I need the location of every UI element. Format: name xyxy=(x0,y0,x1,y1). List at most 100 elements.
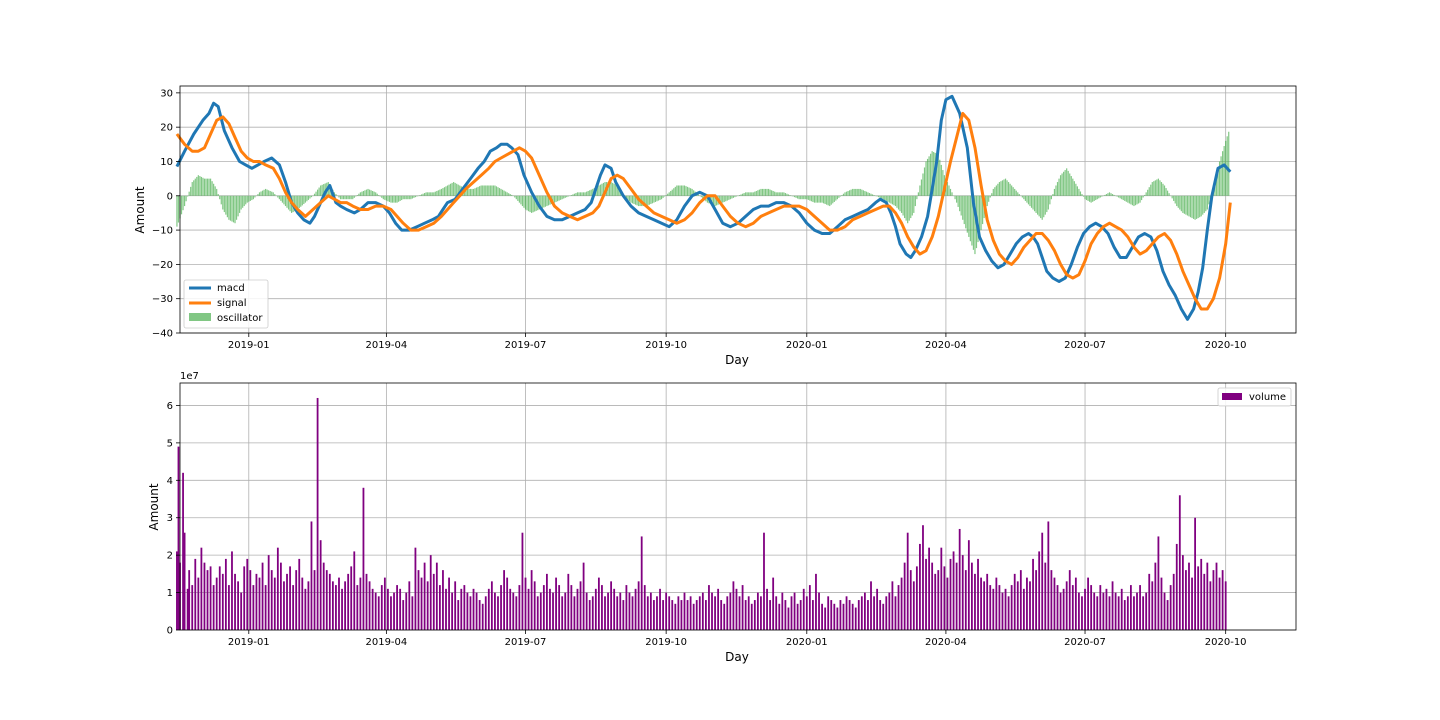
volume-bar xyxy=(1221,570,1224,630)
oscillator-bar xyxy=(1148,187,1150,196)
oscillator-bar xyxy=(612,182,614,196)
volume-bar xyxy=(331,581,334,630)
oscillator-bar xyxy=(407,195,409,200)
oscillator-bar xyxy=(706,195,709,203)
legend-signal-label: signal xyxy=(217,298,247,309)
volume-bar xyxy=(1068,570,1071,630)
oscillator-bar xyxy=(1218,161,1221,196)
oscillator-bar xyxy=(1168,193,1170,196)
volume-bar xyxy=(925,558,927,630)
oscillator-bar xyxy=(685,186,687,196)
volume-bar xyxy=(689,596,692,630)
oscillator-bar xyxy=(833,195,835,202)
oscillator-bar xyxy=(1096,195,1098,200)
volume-bar xyxy=(194,558,197,630)
oscillator-bar xyxy=(297,195,299,210)
volume-bar xyxy=(423,562,426,630)
volume-bar xyxy=(475,592,478,630)
volume-bar xyxy=(307,581,310,630)
oscillator-bar xyxy=(1144,194,1146,196)
volume-bar xyxy=(536,596,539,630)
oscillator-bar xyxy=(398,195,400,202)
volume-bar xyxy=(943,566,946,630)
oscillator-bar xyxy=(216,188,218,196)
volume-bar xyxy=(206,570,209,630)
oscillator-bar xyxy=(783,192,785,196)
volume-grid xyxy=(180,383,1296,631)
volume-bar xyxy=(784,600,787,630)
volume-bar xyxy=(411,596,414,630)
oscillator-bar xyxy=(1033,195,1036,212)
volume-bar xyxy=(726,596,729,630)
oscillator-bar xyxy=(249,195,251,201)
volume-bar xyxy=(998,585,1001,630)
oscillator-bar xyxy=(323,184,325,196)
oscillator-bar xyxy=(1105,194,1108,196)
oscillator-bar xyxy=(911,195,913,216)
oscillator-bar xyxy=(492,185,494,196)
volume-bar xyxy=(747,596,750,630)
oscillator-bar xyxy=(634,195,637,205)
volume-bar xyxy=(359,577,362,630)
volume-bar xyxy=(261,562,264,630)
oscillator-bar xyxy=(904,195,906,219)
oscillator-bar xyxy=(237,195,239,217)
volume-bar xyxy=(815,573,817,630)
volume-bar xyxy=(518,585,521,630)
oscillator-bar xyxy=(1037,195,1039,215)
oscillator-bar xyxy=(870,193,872,196)
oscillator-bar xyxy=(795,195,797,198)
oscillator-bar xyxy=(329,184,331,196)
oscillator-bar xyxy=(217,194,219,196)
volume-bar xyxy=(1136,592,1138,630)
volume-bar xyxy=(417,570,420,630)
oscillator-bar xyxy=(897,195,900,210)
volume-bar xyxy=(1139,585,1141,630)
oscillator-bar xyxy=(570,195,572,196)
oscillator-bar xyxy=(517,195,519,201)
volume-bar xyxy=(286,573,288,630)
volume-bar xyxy=(1010,585,1013,630)
volume-bar xyxy=(555,577,557,630)
oscillator-bar xyxy=(849,190,851,196)
oscillator-bar xyxy=(427,192,429,196)
oscillator-bar xyxy=(1197,195,1199,219)
volume-bar xyxy=(753,600,756,630)
oscillator-bar xyxy=(832,195,834,204)
oscillator-bar xyxy=(1113,194,1115,196)
volume-bar xyxy=(567,573,570,630)
oscillator-bar xyxy=(540,195,542,209)
oscillator-bar xyxy=(200,176,203,196)
oscillator-bar xyxy=(1223,146,1225,196)
oscillator-bar xyxy=(741,193,744,196)
oscillator-bar xyxy=(861,189,863,196)
oscillator-bar xyxy=(1064,170,1066,196)
volume-bar xyxy=(928,547,930,630)
oscillator-bar xyxy=(286,195,288,208)
volume-bar xyxy=(454,581,457,630)
oscillator-bar xyxy=(786,193,788,196)
oscillator-bar xyxy=(925,161,927,196)
oscillator-bar xyxy=(1139,195,1141,203)
oscillator-bar xyxy=(972,195,975,250)
oscillator-bar xyxy=(923,167,926,196)
oscillator-bar xyxy=(453,182,455,196)
volume-bar xyxy=(490,581,493,630)
oscillator-bar xyxy=(1185,195,1187,215)
oscillator-bar xyxy=(352,195,354,200)
volume-plot-frame xyxy=(179,382,1297,631)
volume-bar xyxy=(546,573,548,630)
volume-bar xyxy=(209,566,212,630)
oscillator-bar xyxy=(754,191,756,196)
volume-bar xyxy=(445,588,447,630)
oscillator-bar xyxy=(466,188,469,196)
x-tick-label: 2020-10 xyxy=(1205,340,1247,351)
volume-bar xyxy=(374,592,377,630)
volume-bar xyxy=(986,573,989,630)
oscillator-bar xyxy=(410,195,412,200)
oscillator-bar xyxy=(1049,195,1051,205)
oscillator-bar xyxy=(852,188,854,196)
oscillator-bar xyxy=(1183,195,1185,214)
volume-bar xyxy=(983,581,986,630)
volume-bar xyxy=(1172,573,1175,630)
